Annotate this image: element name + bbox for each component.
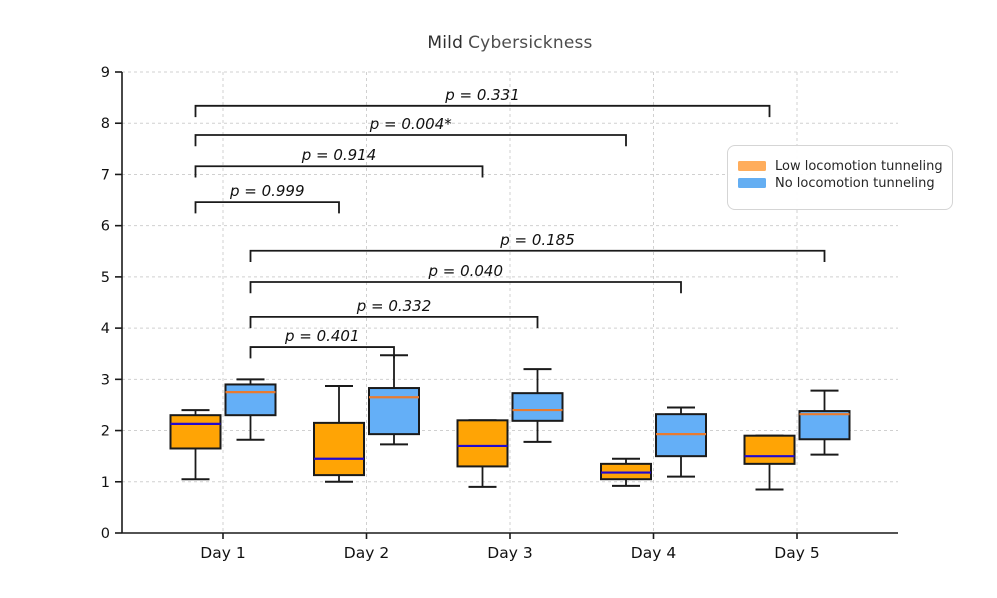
significance-bracket	[194, 201, 340, 214]
legend-swatch-low-icon	[738, 161, 766, 171]
box	[798, 410, 851, 441]
legend-item-low: Low locomotion tunneling	[738, 158, 944, 174]
box	[456, 419, 509, 468]
p-value-label: p = 0.914	[301, 146, 377, 164]
significance-bracket	[194, 134, 627, 147]
chart-title: Mild Cybersickness	[122, 33, 898, 53]
significance-bracket	[194, 165, 484, 178]
y-tick-label: 8	[101, 116, 110, 132]
box	[313, 421, 365, 477]
legend-label-no: No locomotion tunneling	[775, 175, 935, 191]
box	[368, 387, 420, 436]
y-tick-label: 2	[101, 424, 110, 440]
significance-bracket	[249, 281, 682, 294]
legend-label-low: Low locomotion tunneling	[775, 158, 943, 174]
x-tick-label: Day 5	[774, 544, 819, 562]
legend: Low locomotion tunneling No locomotion t…	[727, 145, 953, 210]
x-tick-label: Day 2	[344, 544, 389, 562]
p-value-label: p = 0.040	[427, 262, 503, 280]
x-tick-label: Day 4	[631, 544, 676, 562]
significance-bracket	[194, 104, 771, 118]
y-tick-label: 0	[101, 526, 110, 542]
box	[743, 434, 796, 465]
y-tick-label: 7	[101, 167, 110, 183]
y-tick-label: 4	[101, 321, 110, 337]
significance-bracket	[249, 315, 539, 329]
significance-bracket	[249, 346, 395, 359]
y-tick-label: 3	[101, 372, 110, 388]
box	[511, 392, 564, 422]
title-emphasis: Mild	[427, 33, 464, 53]
p-value-label: p = 0.332	[356, 297, 432, 315]
y-tick-label: 1	[101, 475, 110, 491]
legend-swatch-no-icon	[738, 178, 766, 188]
p-value-label: p = 0.331	[444, 86, 520, 104]
p-value-label: p = 0.004*	[369, 115, 453, 133]
title-rest: Cybersickness	[468, 33, 593, 53]
p-value-label: p = 0.185	[499, 231, 575, 249]
box	[224, 383, 277, 417]
x-tick-label: Day 3	[487, 544, 532, 562]
y-tick-label: 5	[101, 270, 110, 286]
box	[169, 414, 222, 450]
y-tick-label: 9	[101, 65, 110, 81]
p-value-label: p = 0.401	[284, 327, 360, 345]
p-value-label: p = 0.999	[229, 182, 305, 200]
legend-item-no: No locomotion tunneling	[738, 175, 944, 191]
significance-bracket	[249, 249, 826, 263]
x-tick-label: Day 1	[200, 544, 245, 562]
y-tick-label: 6	[101, 219, 110, 235]
